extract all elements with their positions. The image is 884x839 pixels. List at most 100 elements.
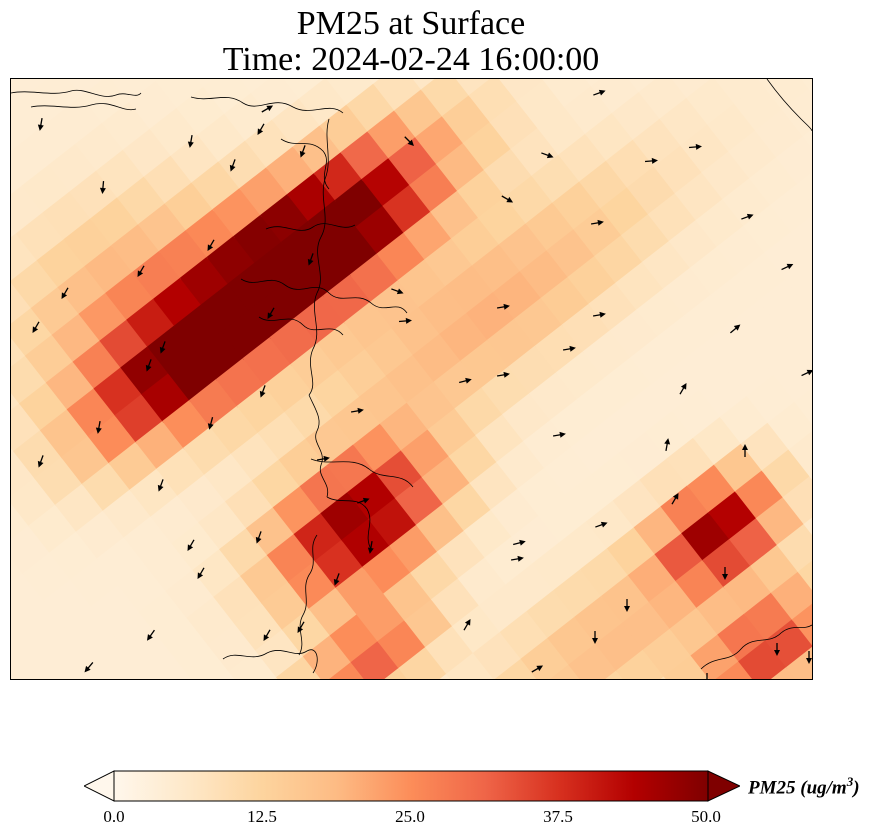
field-cell — [690, 633, 741, 679]
field-cell — [785, 258, 812, 308]
wind-vector-arrow — [510, 555, 524, 562]
wind-vector-arrow — [187, 539, 195, 552]
wind-vector-arrow — [229, 159, 236, 172]
wind-vector-arrow — [255, 531, 262, 544]
field-cell — [494, 657, 539, 679]
field-cell — [58, 652, 108, 679]
wind-vector-arrow — [398, 317, 412, 324]
wind-vector-arrow — [463, 618, 471, 631]
wind-vector-arrow — [157, 479, 164, 492]
pm25-field-map — [11, 79, 812, 679]
field-cell — [770, 182, 812, 234]
coastline — [240, 278, 408, 314]
wind-vector-arrow — [729, 324, 741, 334]
wind-vector-arrow — [501, 195, 514, 203]
colorbar-tick-label: 37.5 — [543, 807, 573, 826]
wind-vector-arrow — [706, 673, 708, 679]
field-cell — [775, 135, 812, 186]
wind-vector-arrow — [37, 117, 44, 131]
pm25-concentration-field — [11, 79, 812, 679]
field-cell — [155, 79, 206, 110]
field-cell — [218, 670, 237, 679]
wind-vector-arrow — [95, 420, 102, 434]
wind-vector-arrow — [391, 288, 404, 295]
wind-vector-arrow — [552, 431, 566, 438]
field-cell — [81, 79, 132, 125]
field-cell — [791, 215, 812, 259]
wind-vector-arrow — [357, 497, 370, 504]
coastline — [298, 534, 318, 656]
field-cell — [468, 79, 520, 124]
colorbar-tick-label: 0.0 — [103, 807, 125, 826]
wind-vector-arrow — [299, 145, 306, 158]
colorbar-label-exponent: 3 — [846, 774, 854, 789]
colorbar-tick-label: 50.0 — [691, 807, 721, 826]
field-cell — [543, 79, 594, 109]
field-cell — [808, 86, 812, 94]
wind-vector-arrow — [513, 539, 526, 546]
field-cell — [782, 475, 812, 526]
field-cell — [373, 79, 424, 113]
map-panel[interactable] — [10, 78, 813, 680]
field-cell — [786, 646, 812, 679]
coastline — [258, 316, 344, 336]
plot-title-line1: PM25 at Surface — [296, 5, 526, 42]
wind-vector-arrow — [350, 407, 364, 414]
field-cell — [794, 388, 812, 425]
coastline — [326, 496, 372, 550]
wind-vector-arrow — [541, 152, 554, 159]
field-cell — [671, 79, 714, 100]
field-cell — [638, 79, 690, 121]
field-cell — [590, 79, 642, 115]
field-cell — [11, 232, 40, 283]
wind-vector-arrow — [159, 341, 166, 354]
wind-vector-arrow — [496, 303, 510, 310]
coastline — [308, 118, 330, 396]
wind-vector-arrow — [644, 157, 658, 164]
wind-vector-arrow — [562, 345, 576, 352]
field-cell — [11, 280, 34, 327]
wind-vector-arrow — [679, 382, 687, 395]
wind-vector-arrow — [207, 417, 214, 430]
field-cell — [250, 79, 302, 122]
field-cell — [11, 113, 31, 154]
field-cell — [132, 637, 184, 679]
field-cell — [11, 402, 43, 453]
field-cell — [276, 655, 324, 679]
colorbar-tick-label: 25.0 — [395, 807, 425, 826]
field-cell — [802, 129, 812, 149]
wind-vector-arrow — [496, 371, 510, 378]
colorbar-extend-max — [707, 770, 740, 802]
field-cell — [11, 89, 57, 140]
coastline — [190, 96, 344, 114]
colorbar-label-text: PM25 (ug/m — [748, 777, 847, 799]
coastline — [310, 458, 414, 488]
field-cell — [11, 572, 47, 623]
wind-vector-arrow — [801, 369, 812, 377]
coastline — [222, 649, 318, 674]
field-cell — [788, 431, 812, 478]
field-cell — [446, 651, 496, 679]
coastline — [30, 103, 137, 111]
wind-vector-arrow — [99, 180, 106, 194]
field-cell — [384, 666, 410, 679]
coastline — [700, 624, 812, 670]
wind-vector-arrow — [259, 385, 266, 398]
field-cell — [11, 476, 58, 528]
wind-vector-arrow — [32, 321, 40, 334]
wind-vector-arrow — [459, 377, 472, 384]
wind-vector-arrow — [367, 540, 374, 554]
field-cell — [11, 524, 52, 576]
coastline — [766, 79, 812, 132]
field-cell — [796, 172, 812, 204]
wind-vector-arrow — [307, 253, 314, 266]
wind-vector-arrow — [61, 287, 69, 300]
field-cell — [283, 79, 328, 101]
wind-vector-arrow — [592, 631, 598, 644]
colorbar — [84, 770, 740, 802]
coastline — [265, 223, 356, 231]
field-cell — [11, 184, 46, 236]
wind-vector-arrow — [624, 599, 630, 612]
wind-vector-layer — [32, 89, 812, 679]
field-cell — [773, 352, 812, 404]
